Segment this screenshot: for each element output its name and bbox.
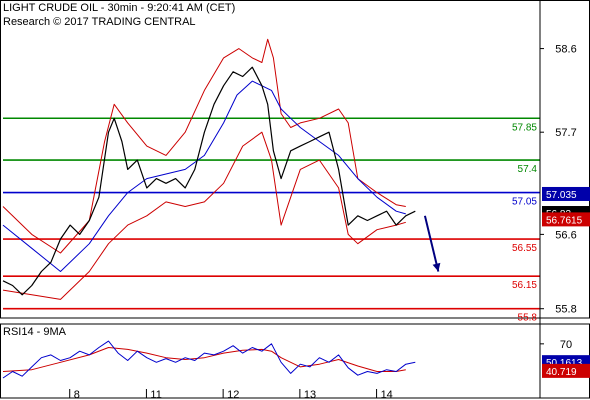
y-tick-label: 55.8 <box>555 304 576 316</box>
y-tick-label: 58.6 <box>555 44 576 56</box>
ma-box-value-label: 57.035 <box>546 190 577 201</box>
chart-title: LIGHT CRUDE OIL - 30min - 9:20:41 AM (CE… <box>3 2 236 14</box>
price-panel-frame <box>0 0 590 319</box>
copyright-label: Research © 2017 TRADING CENTRAL <box>3 16 196 28</box>
support-level-label: 56.55 <box>512 243 537 254</box>
resistance-level-label: 57.85 <box>512 122 537 133</box>
rsi-tick-label: 70 <box>560 339 572 351</box>
band-box-value-label: 56.7615 <box>546 215 583 226</box>
x-tick-label: 8 <box>74 389 80 400</box>
ma-box-value-label: 50.1613 <box>546 358 583 369</box>
rsi-ma-line <box>2 347 406 372</box>
x-tick-label: 13 <box>304 389 316 400</box>
rsi-line <box>2 340 416 379</box>
forecast-arrow-head <box>432 262 441 272</box>
resistance-level-label: 57.4 <box>518 164 538 175</box>
y-tick-label: 57.7 <box>555 127 576 139</box>
pivot-level-label: 57.05 <box>512 197 537 208</box>
y-tick-label: 56.6 <box>555 229 576 241</box>
x-tick-label: 12 <box>227 389 239 400</box>
x-axis: 8 11 12 13 14 <box>69 389 393 400</box>
moving-average-line <box>2 80 406 272</box>
upper-band-line <box>2 38 406 254</box>
band-box-value-box <box>542 212 590 227</box>
rsi-panel-frame <box>0 323 590 399</box>
x-tick-label: 11 <box>150 389 161 400</box>
band-box-value-box <box>542 363 590 378</box>
support-level-label: 55.8 <box>518 313 538 324</box>
band-box-value-label: 40.719 <box>546 367 577 378</box>
rsi-panel-title: RSI14 - 9MA <box>3 326 67 338</box>
support-level-label: 56.15 <box>512 280 537 291</box>
ma-box-value-box <box>542 186 590 201</box>
price-panel: 55.8 56.6 57.7 58.6 57.85 57.4 57.05 56.55 56.15… <box>0 0 590 324</box>
price-line <box>2 66 416 296</box>
lower-band-line <box>2 131 406 300</box>
x-tick-label: 14 <box>381 389 393 400</box>
forecast-arrow-line <box>423 215 440 272</box>
